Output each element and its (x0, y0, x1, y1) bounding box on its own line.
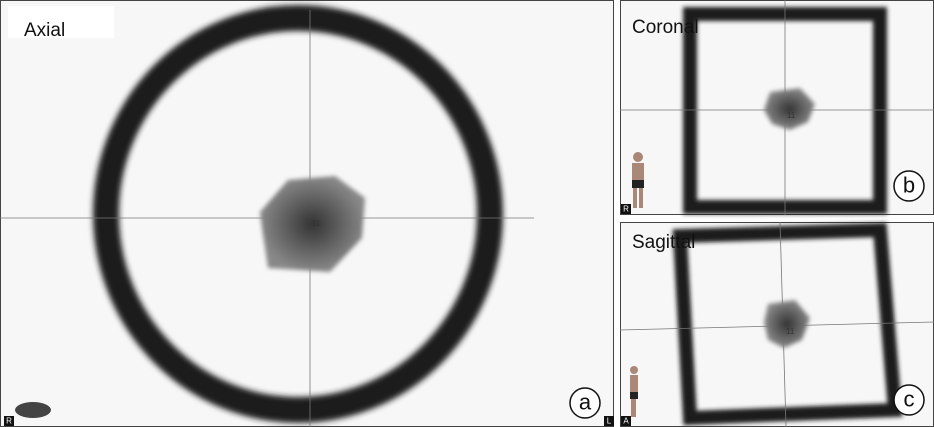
orientation-figure (15, 402, 51, 418)
crosshair-label: 11 (312, 219, 321, 228)
panel-letter: b (903, 173, 915, 198)
orientation-marker: R (6, 417, 12, 426)
panel-letter: a (579, 390, 592, 415)
sagittal-panel: 11 Sagittal c A (620, 222, 934, 427)
panel-letter: c (904, 387, 915, 412)
view-title: Coronal (632, 17, 699, 38)
axial-panel: 11 Axial a R L (0, 1, 614, 427)
orientation-marker: A (623, 417, 629, 426)
crosshair-label: 11 (787, 111, 796, 120)
coronal-panel: 11 Coronal b R (620, 0, 934, 215)
orientation-marker: R (623, 205, 629, 214)
figure: 11 Axial a R L 11 Coronal b R (0, 0, 934, 427)
view-title: Axial (24, 20, 65, 41)
orientation-marker: L (607, 417, 612, 426)
view-title: Sagittal (632, 232, 695, 253)
crosshair-label: 11 (786, 327, 795, 336)
